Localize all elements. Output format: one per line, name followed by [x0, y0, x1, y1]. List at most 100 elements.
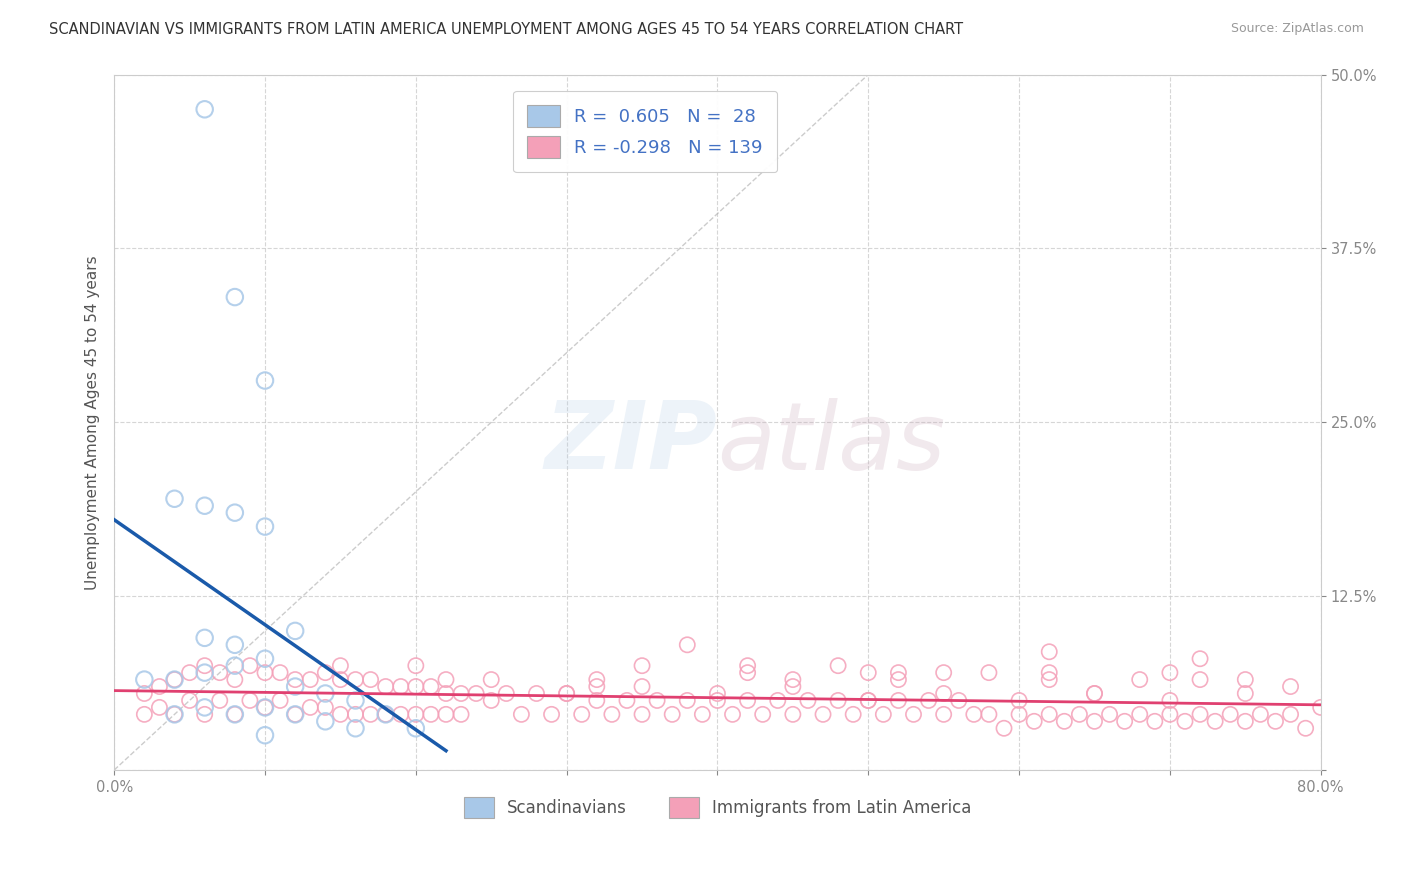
- Point: [1159, 665, 1181, 680]
- Point: [224, 673, 246, 687]
- Point: [284, 673, 307, 687]
- Point: [1309, 700, 1331, 714]
- Point: [1038, 673, 1060, 687]
- Text: Source: ZipAtlas.com: Source: ZipAtlas.com: [1230, 22, 1364, 36]
- Point: [1234, 673, 1257, 687]
- Point: [706, 686, 728, 700]
- Point: [224, 707, 246, 722]
- Point: [329, 658, 352, 673]
- Point: [239, 693, 262, 707]
- Point: [344, 693, 367, 707]
- Point: [1189, 707, 1212, 722]
- Point: [405, 680, 427, 694]
- Point: [782, 673, 804, 687]
- Point: [661, 707, 683, 722]
- Point: [374, 707, 396, 722]
- Point: [842, 707, 865, 722]
- Point: [1098, 707, 1121, 722]
- Point: [903, 707, 925, 722]
- Point: [1279, 680, 1302, 694]
- Point: [208, 693, 231, 707]
- Point: [721, 707, 744, 722]
- Point: [434, 673, 457, 687]
- Point: [782, 707, 804, 722]
- Point: [134, 707, 156, 722]
- Point: [782, 680, 804, 694]
- Point: [676, 693, 699, 707]
- Point: [1008, 707, 1031, 722]
- Point: [314, 714, 336, 729]
- Point: [314, 686, 336, 700]
- Point: [253, 700, 276, 714]
- Legend: Scandinavians, Immigrants from Latin America: Scandinavians, Immigrants from Latin Ame…: [457, 790, 979, 824]
- Point: [163, 707, 186, 722]
- Point: [1038, 707, 1060, 722]
- Text: SCANDINAVIAN VS IMMIGRANTS FROM LATIN AMERICA UNEMPLOYMENT AMONG AGES 45 TO 54 Y: SCANDINAVIAN VS IMMIGRANTS FROM LATIN AM…: [49, 22, 963, 37]
- Point: [194, 631, 217, 645]
- Point: [555, 686, 578, 700]
- Point: [224, 658, 246, 673]
- Point: [1069, 707, 1091, 722]
- Point: [405, 721, 427, 735]
- Point: [163, 673, 186, 687]
- Point: [737, 693, 759, 707]
- Point: [737, 658, 759, 673]
- Point: [163, 707, 186, 722]
- Point: [932, 665, 955, 680]
- Point: [585, 680, 607, 694]
- Point: [1083, 686, 1105, 700]
- Point: [389, 680, 412, 694]
- Point: [465, 686, 488, 700]
- Point: [344, 673, 367, 687]
- Point: [253, 519, 276, 533]
- Point: [434, 707, 457, 722]
- Point: [1189, 673, 1212, 687]
- Point: [374, 680, 396, 694]
- Point: [1008, 693, 1031, 707]
- Point: [766, 693, 789, 707]
- Point: [253, 700, 276, 714]
- Point: [344, 721, 367, 735]
- Point: [194, 700, 217, 714]
- Point: [419, 707, 441, 722]
- Point: [872, 707, 894, 722]
- Point: [1114, 714, 1136, 729]
- Point: [134, 673, 156, 687]
- Point: [360, 707, 382, 722]
- Point: [284, 624, 307, 638]
- Point: [887, 693, 910, 707]
- Point: [585, 693, 607, 707]
- Point: [269, 693, 291, 707]
- Point: [434, 686, 457, 700]
- Point: [811, 707, 834, 722]
- Point: [405, 658, 427, 673]
- Point: [948, 693, 970, 707]
- Point: [419, 680, 441, 694]
- Point: [645, 693, 668, 707]
- Point: [977, 707, 1000, 722]
- Point: [887, 673, 910, 687]
- Point: [405, 707, 427, 722]
- Point: [450, 686, 472, 700]
- Point: [858, 665, 880, 680]
- Y-axis label: Unemployment Among Ages 45 to 54 years: Unemployment Among Ages 45 to 54 years: [86, 255, 100, 590]
- Point: [858, 693, 880, 707]
- Point: [737, 665, 759, 680]
- Point: [1129, 707, 1152, 722]
- Point: [450, 707, 472, 722]
- Point: [194, 103, 217, 117]
- Point: [179, 665, 201, 680]
- Point: [284, 707, 307, 722]
- Point: [148, 700, 170, 714]
- Point: [253, 374, 276, 388]
- Point: [1234, 714, 1257, 729]
- Point: [1249, 707, 1271, 722]
- Point: [977, 665, 1000, 680]
- Point: [163, 673, 186, 687]
- Point: [389, 707, 412, 722]
- Point: [1024, 714, 1046, 729]
- Point: [963, 707, 986, 722]
- Point: [194, 499, 217, 513]
- Point: [692, 707, 714, 722]
- Point: [314, 700, 336, 714]
